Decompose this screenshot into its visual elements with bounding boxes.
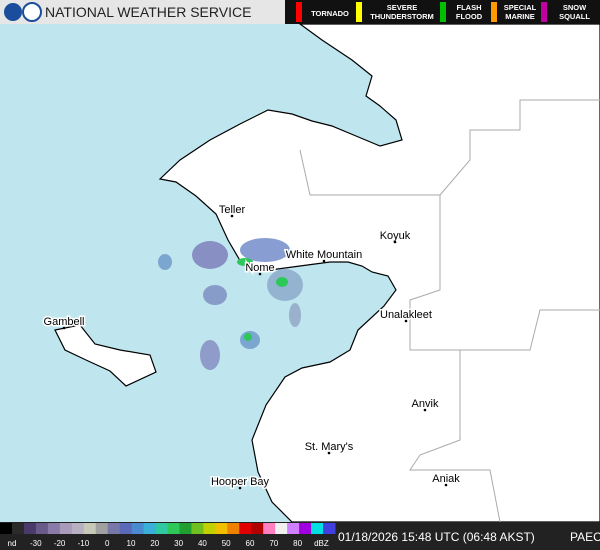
- scale-swatch: [239, 523, 252, 534]
- place-dot: [258, 272, 262, 276]
- scale-swatch: [287, 523, 300, 534]
- borders: [299, 99, 600, 523]
- warning-label: FLOOD: [456, 12, 483, 21]
- scale-swatch: [227, 523, 240, 534]
- scale-swatch: [311, 523, 324, 534]
- timestamp: 01/18/2026 15:48 UTC (06:48 AKST): [338, 530, 535, 544]
- scale-swatch: [83, 523, 97, 534]
- scale-swatch: [323, 523, 336, 534]
- place-dot: [444, 483, 448, 487]
- station: PAEC: [570, 530, 600, 544]
- noaa-logo: [4, 3, 22, 21]
- scale-swatch: [263, 523, 276, 534]
- scale-label: 50: [222, 539, 231, 548]
- warning-label: SPECIAL: [504, 3, 537, 12]
- scale-label: -10: [78, 539, 90, 548]
- header-title: NATIONAL WEATHER SERVICE: [45, 4, 251, 20]
- place-label: Nome: [245, 262, 274, 274]
- st-lawrence-island: [54, 324, 157, 387]
- warning-label: FLASH: [457, 3, 482, 12]
- scale-label: 80: [293, 539, 302, 548]
- warning-label: SEVERE: [387, 3, 417, 12]
- place-label: Hooper Bay: [211, 476, 270, 488]
- radar-echoes: [158, 238, 303, 370]
- scale-swatch: [191, 523, 204, 534]
- scale-label: 40: [198, 539, 207, 548]
- place-label: St. Mary's: [305, 441, 354, 453]
- scale-swatch: [131, 523, 145, 534]
- place-dot: [327, 451, 331, 455]
- scale-swatch: [95, 523, 109, 534]
- scale-label: 60: [246, 539, 255, 548]
- warning-swatch: [491, 2, 497, 22]
- warning-label: SQUALL: [559, 12, 590, 21]
- scale-label: 20: [150, 539, 159, 548]
- warning-label: MARINE: [505, 12, 535, 21]
- scale-swatch: [23, 523, 37, 534]
- place-dot: [322, 259, 326, 263]
- scale-swatch: [35, 523, 49, 534]
- scale-label: dBZ: [314, 539, 329, 548]
- scale-label: 0: [105, 539, 110, 548]
- warning-swatch: [440, 2, 446, 22]
- warning-swatch: [356, 2, 362, 22]
- place-dot: [238, 486, 242, 490]
- warning-swatch: [541, 2, 547, 22]
- scale-swatch: [107, 523, 121, 534]
- scale-label: -20: [54, 539, 66, 548]
- place-label: Unalakleet: [380, 309, 432, 321]
- warning-swatch: [296, 2, 302, 22]
- place-label: Koyuk: [380, 230, 411, 242]
- place-dot: [230, 214, 234, 218]
- scale-label: 30: [174, 539, 183, 548]
- scale-swatch: [119, 523, 133, 534]
- place-label: White Mountain: [286, 249, 362, 261]
- scale-swatch: [275, 523, 288, 534]
- place-label: Gambell: [44, 316, 85, 328]
- scale-swatch: [11, 523, 25, 534]
- place-dot: [404, 319, 408, 323]
- scale-swatch: [143, 523, 157, 534]
- scale-label: -30: [30, 539, 42, 548]
- warning-label: SNOW: [563, 3, 587, 12]
- scale-label: nd: [8, 539, 17, 548]
- place-dot: [393, 240, 397, 244]
- scale-swatch: [215, 523, 228, 534]
- scale-swatch: [47, 523, 61, 534]
- scale-label: 70: [269, 539, 278, 548]
- scale-swatch: [251, 523, 264, 534]
- scale-swatch: [59, 523, 73, 534]
- place-dot: [423, 408, 427, 412]
- scale-swatch: [0, 523, 13, 534]
- nws-logo: [22, 2, 42, 22]
- scale-label: 10: [127, 539, 136, 548]
- place-dot: [62, 326, 66, 330]
- scale-swatch: [155, 523, 168, 534]
- scale-swatch: [299, 523, 312, 534]
- scale-swatch: [167, 523, 180, 534]
- place-label: Anvik: [412, 398, 439, 410]
- warning-label: TORNADO: [311, 9, 349, 18]
- place-label: Aniak: [432, 473, 460, 485]
- scale-swatch: [179, 523, 192, 534]
- scale-swatch: [71, 523, 85, 534]
- warning-label: THUNDERSTORM: [370, 12, 434, 21]
- scale-swatch: [203, 523, 216, 534]
- place-label: Teller: [219, 204, 246, 216]
